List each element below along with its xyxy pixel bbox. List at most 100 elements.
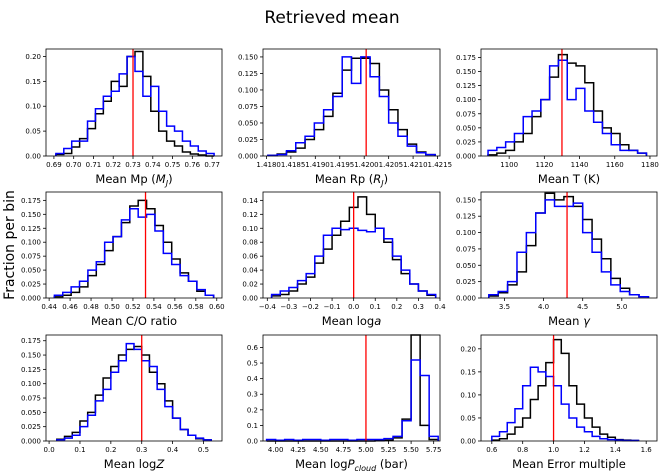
axes-frame	[262, 334, 441, 442]
y-tick-label: 0.025	[456, 138, 476, 146]
histogram-hist-b	[488, 199, 650, 298]
x-axis-label: Mean logPcloud (bar)	[295, 457, 408, 473]
y-tick-label: 0.02	[242, 281, 258, 289]
x-tick-label: 0.6	[486, 446, 498, 454]
x-tick-label: 1.419	[305, 161, 325, 169]
x-tick-label: 4.5	[577, 303, 588, 311]
x-tick-label: 0.2	[391, 303, 402, 311]
histogram-hist-b	[265, 359, 439, 441]
y-tick-label: 0.4	[247, 375, 259, 383]
x-tick-label: 0.0	[44, 446, 55, 454]
y-tick-label: 0.08	[242, 239, 258, 247]
x-tick-label: 0.3	[136, 446, 147, 454]
y-tick-label: 0.050	[456, 262, 476, 270]
y-tick-label: 0.20	[25, 53, 41, 61]
y-tick-label: 0.000	[21, 438, 41, 446]
x-tick-label: 0.69	[46, 161, 62, 169]
y-tick-label: 0.12	[242, 211, 258, 219]
panel-7: 0.0 0.1 0.2 0.3 0.4 0.5 0.000 0.025 0.050 0.075 0.…	[21, 334, 223, 471]
y-tick-label: 0.125	[456, 82, 476, 90]
y-tick-label: 0.04	[242, 267, 258, 275]
x-tick-label: 5.50	[403, 446, 419, 454]
x-tick-label: 0.4	[434, 303, 446, 311]
x-tick-label: 1.418	[256, 161, 276, 169]
y-tick-label: 0.3	[247, 391, 258, 399]
x-tick-label: 0.52	[125, 303, 141, 311]
panel-4: 0.44 0.46 0.48 0.50 0.52 0.54 0.56 0.58 0.60 0.00…	[21, 191, 225, 328]
panel-2: 1.418 01.4185 1.419 01.4195 1.420 01.4205 1.42…	[238, 48, 452, 188]
histogram-hist-a	[53, 199, 215, 298]
histogram-grid: 0.69 0.70 0.71 0.72 0.73 0.74 0.75 0.76 0.770.00…	[21, 48, 659, 473]
y-tick-label: 0.0	[247, 438, 258, 446]
x-tick-label: 0.46	[62, 303, 78, 311]
axes-frame	[45, 334, 223, 442]
y-tick-label: 0.000	[21, 295, 41, 303]
histogram-hist-b	[487, 59, 648, 156]
y-tick-label: 0.175	[21, 197, 41, 205]
y-tick-label: 0.075	[456, 110, 476, 118]
y-tick-label: 0.000	[456, 295, 476, 303]
x-tick-label: 0.0	[348, 303, 359, 311]
y-tick-label: 0.025	[21, 423, 41, 431]
histogram-hist-a	[487, 53, 648, 156]
x-tick-label: 0.70	[66, 161, 82, 169]
y-tick-label: 0.10	[25, 103, 41, 111]
histogram-hist-a	[266, 334, 439, 442]
y-tick-label: 0.10	[460, 391, 476, 399]
y-tick-label: 0.100	[238, 86, 258, 94]
panel-8: 4.00 4.25 4.50 4.75 5.00 5.25 5.50 5.75 0.0 0.1 0.…	[247, 334, 441, 473]
figure-ylabel: Fraction per bin	[2, 190, 18, 300]
y-tick-label: 0.2	[247, 406, 258, 414]
histogram-hist-a	[491, 338, 640, 442]
y-tick-label: 0.175	[456, 54, 476, 62]
histogram-hist-a	[488, 192, 650, 298]
x-tick-label: 0.48	[83, 303, 99, 311]
y-tick-label: 0.06	[242, 253, 258, 261]
histogram-hist-b	[491, 366, 640, 442]
x-tick-label: 0.44	[41, 303, 57, 311]
x-axis-label: Mean γ	[548, 314, 591, 328]
y-tick-label: 0.150	[456, 68, 476, 76]
y-tick-label: 0.150	[21, 352, 41, 360]
y-tick-label: 0.050	[21, 409, 41, 417]
x-tick-label: 4.0	[538, 303, 549, 311]
x-tick-label: 1.420	[354, 161, 374, 169]
y-tick-label: 0.075	[238, 103, 258, 111]
x-tick-label: 1.421	[403, 161, 423, 169]
y-tick-label: 0.125	[21, 366, 41, 374]
y-tick-label: 0.100	[21, 239, 41, 247]
x-tick-label: 4.50	[313, 446, 329, 454]
y-tick-label: 0.15	[25, 78, 41, 86]
y-tick-label: 0.14	[242, 197, 258, 205]
axes-frame	[45, 48, 223, 157]
y-tick-label: 0.000	[456, 153, 476, 161]
y-tick-label: 0.050	[238, 119, 258, 127]
y-tick-label: 0.05	[25, 128, 41, 136]
y-tick-label: 0.00	[460, 438, 476, 446]
x-tick-label: 4.75	[336, 446, 352, 454]
x-tick-label: −0.3	[280, 303, 297, 311]
x-axis-label: Mean Error multiple	[512, 457, 626, 471]
y-tick-label: 0.100	[456, 229, 476, 237]
y-tick-label: 0.000	[238, 153, 258, 161]
y-tick-label: 0.175	[21, 337, 41, 345]
x-tick-label: 3.5	[499, 303, 510, 311]
histogram-hist-b	[55, 55, 215, 156]
x-axis-label: Mean logZ	[104, 457, 166, 471]
y-tick-label: 0.5	[247, 360, 258, 368]
x-tick-label: 0.2	[105, 446, 116, 454]
histogram-hist-b	[53, 207, 215, 298]
x-axis-label: Mean C/O ratio	[91, 314, 177, 328]
x-tick-label: 0.77	[204, 161, 220, 169]
axes-frame	[45, 191, 223, 299]
x-tick-label: 01.4205	[374, 161, 403, 169]
x-tick-label: 1140	[571, 161, 589, 169]
panel-1: 0.69 0.70 0.71 0.72 0.73 0.74 0.75 0.76 0.77 0.00…	[25, 48, 223, 188]
y-tick-label: 0.00	[242, 295, 258, 303]
x-tick-label: 0.3	[413, 303, 424, 311]
y-tick-label: 0.15	[460, 368, 476, 376]
x-tick-label: 0.60	[209, 303, 225, 311]
axes-frame	[480, 48, 658, 157]
y-tick-label: 0.075	[456, 245, 476, 253]
